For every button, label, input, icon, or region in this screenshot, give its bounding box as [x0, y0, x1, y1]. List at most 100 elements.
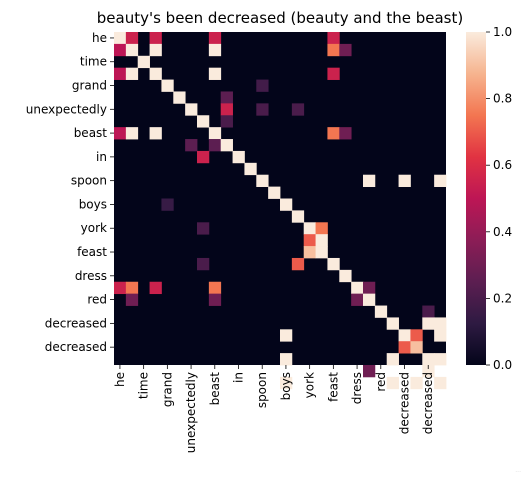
x-tick-label: unexpectedly [184, 372, 198, 453]
heatmap-cell [185, 139, 198, 152]
y-tick-label: york [81, 221, 107, 235]
heatmap-cell [185, 103, 198, 116]
heatmap-cell [327, 257, 340, 271]
heatmap-cell [220, 115, 233, 128]
y-tick-label: spoon [71, 174, 107, 188]
heatmap-cell [268, 186, 281, 199]
y-tick-label: red [87, 293, 107, 307]
x-tick-label: time [137, 372, 151, 399]
heatmap-cell [291, 257, 305, 271]
heatmap-cell [197, 115, 210, 128]
heatmap-cell [125, 127, 139, 140]
heatmap-cell [398, 329, 411, 342]
heatmap-cell [197, 257, 210, 271]
y-tick-label: he [92, 31, 107, 45]
heatmap-cell [422, 305, 435, 318]
heatmap-cell [137, 55, 150, 69]
colorbar-tick-label: 0.4 [493, 225, 512, 239]
heatmap-cell [363, 293, 376, 306]
watermark: ··· [515, 469, 521, 476]
heatmap-cell [208, 43, 222, 57]
heatmap-cell [161, 79, 174, 92]
heatmap-cell [125, 281, 139, 295]
heatmap-cell [114, 43, 127, 57]
heatmap-cell [327, 43, 340, 57]
heatmap-cell [208, 139, 222, 152]
heatmap-cell [351, 281, 364, 295]
heatmap-cell [291, 210, 305, 223]
heatmap-cell [256, 79, 269, 92]
heatmap-cell [208, 281, 222, 295]
x-tick-label: beast [208, 372, 222, 406]
colorbar: 0.0 0.2 0.4 0.6 0.8 1.0 [466, 25, 512, 372]
heatmap-cell [280, 353, 293, 366]
heatmap-cell [434, 353, 447, 366]
heatmap-cell [149, 67, 162, 80]
x-tick-label: decreased [398, 372, 412, 434]
colorbar-tick-label: 0.2 [493, 291, 512, 305]
heatmap-cell [339, 43, 352, 57]
heatmap-cell [244, 162, 257, 176]
heatmap-cell [232, 150, 245, 164]
heatmap-cell [220, 139, 233, 152]
y-tick-label: dress [75, 269, 107, 283]
heatmap-cell [386, 376, 399, 390]
heatmap-cell [125, 43, 139, 57]
y-axis: he time grand unexpectedly beast in spoon boys y… [26, 31, 114, 354]
chart-title: beauty's been decreased (beauty and the … [97, 9, 463, 27]
y-tick-label: decreased [45, 316, 107, 330]
heatmap-cell [303, 246, 316, 259]
heatmap-cell [398, 174, 411, 187]
heatmap-cell [125, 32, 139, 45]
x-tick-label: in [232, 372, 246, 383]
heatmap-cell [303, 222, 316, 235]
x-tick-label: feast [326, 372, 340, 402]
y-tick-label: beast [74, 126, 108, 140]
heatmap-cell [114, 281, 127, 295]
heatmap-cell [434, 317, 447, 330]
heatmap-cell [280, 376, 293, 390]
x-tick-label: grand [160, 372, 174, 407]
x-tick-label: he [113, 372, 127, 387]
heatmap-cell [327, 67, 340, 80]
heatmap-cell [208, 67, 222, 80]
heatmap-cell [434, 376, 447, 390]
heatmap-cell [291, 103, 305, 116]
x-tick-label: boys [279, 372, 293, 400]
heatmap-cell [149, 32, 162, 45]
heatmap-cell [220, 91, 233, 104]
heatmap-cell [363, 365, 376, 378]
heatmap-cell [386, 353, 399, 366]
heatmap-cell [315, 222, 328, 235]
colorbar-tick-label: 0.6 [493, 158, 512, 172]
heatmap-cell [280, 329, 293, 342]
heatmap-cell [256, 103, 269, 116]
y-tick-label: feast [77, 245, 107, 259]
heatmap-cell [363, 174, 376, 187]
colorbar-tick-label: 1.0 [493, 25, 512, 39]
y-tick-label: boys [79, 197, 107, 211]
x-axis: he time grand unexpectedly beast in spoon boys y… [113, 365, 435, 453]
y-tick-label: time [80, 55, 107, 69]
y-tick-label: grand [72, 79, 107, 93]
y-tick-label: unexpectedly [26, 102, 107, 116]
heatmap-cell [280, 198, 293, 211]
x-tick-label: red [374, 372, 388, 392]
heatmap-cell [114, 127, 127, 140]
heatmap-cell [220, 103, 233, 116]
heatmap-cell [197, 150, 210, 164]
heatmap-cell [410, 376, 423, 390]
heatmap-cell [434, 174, 447, 187]
x-tick-label: dress [350, 372, 364, 404]
x-tick-label: decreased [421, 372, 435, 434]
heatmap-cell [434, 329, 447, 342]
y-tick-label: decreased [45, 340, 107, 354]
heatmap-cell [114, 67, 127, 80]
heatmap-cell [422, 365, 435, 378]
heatmap-cell [422, 353, 435, 366]
colorbar-tick-label: 0.0 [493, 358, 512, 372]
heatmap-cell [339, 269, 352, 283]
x-tick-label: spoon [255, 372, 269, 408]
heatmap-cell [125, 67, 139, 80]
heatmap-cell [114, 32, 127, 45]
